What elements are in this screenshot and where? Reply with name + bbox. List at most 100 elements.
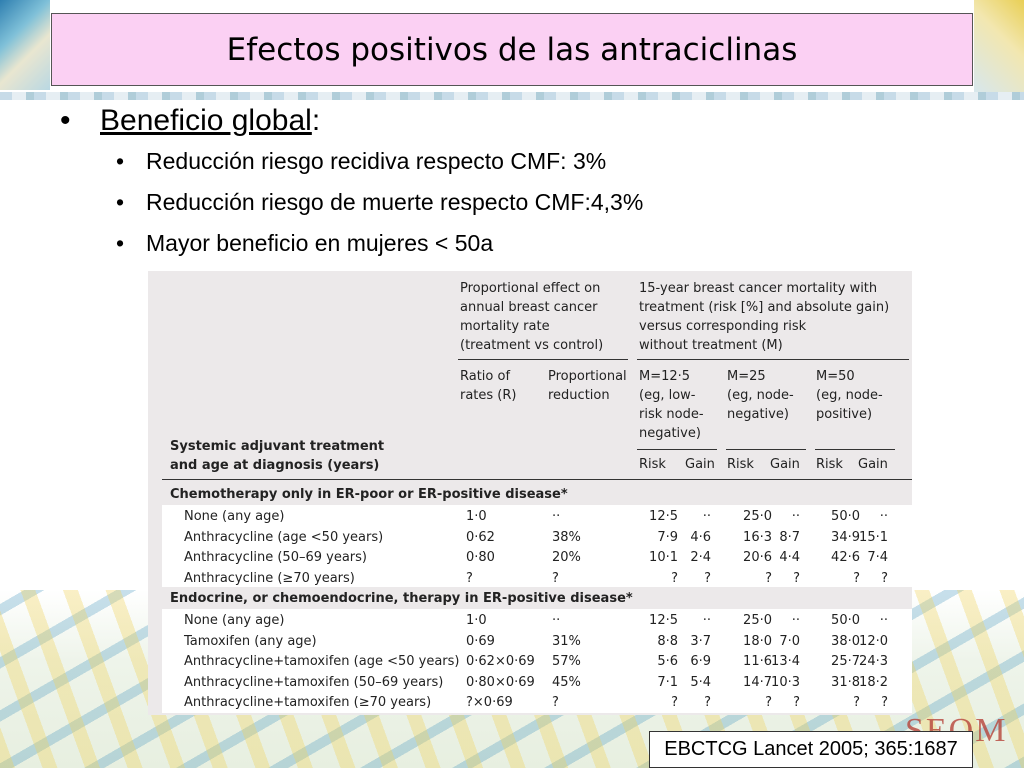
- table-cell-ratio: 1·0: [466, 613, 487, 628]
- table-cell-risk-m25: 20·6: [743, 550, 772, 565]
- m2-header: M=25 (eg, node- negative): [727, 367, 794, 424]
- table-cell-gain-m50: 15·1: [859, 529, 888, 545]
- bullet-dot-icon: •: [116, 189, 125, 215]
- table-cell-gain-m12: 3·7: [690, 633, 711, 649]
- header-line: and age at diagnosis (years): [170, 458, 380, 473]
- table-cell-proportional-reduction: 45%: [552, 674, 581, 690]
- section-band: [162, 609, 912, 713]
- table-cell-gain-m25: ?: [793, 570, 800, 586]
- table-cell-treatment: Anthracycline (age <50 years): [184, 529, 384, 545]
- table-cell-risk-m25: 25·0: [743, 509, 772, 524]
- table-cell-risk-m50: 31·8: [831, 674, 860, 690]
- table-cell-risk-m25: 18·0: [743, 633, 772, 649]
- mosaic-band: [0, 92, 1024, 100]
- table-cell-proportional-reduction: 20%: [552, 550, 581, 565]
- table-cell-risk-m50: 38·0: [831, 633, 860, 649]
- table-cell-proportional-reduction: 38%: [552, 529, 581, 545]
- table-cell-gain-m25: 7·0: [779, 633, 800, 649]
- table-cell-gain-m25: 4·4: [779, 550, 800, 565]
- table-cell-gain-m25: ··: [791, 509, 800, 524]
- table-cell-ratio: 0·69: [466, 633, 495, 649]
- table-cell-gain-m12: 6·9: [690, 654, 711, 669]
- header-line: M=25: [727, 369, 766, 384]
- header-line: risk node-: [639, 407, 704, 422]
- header-line: reduction: [548, 388, 610, 403]
- slide-title: Efectos positivos de las antraciclinas: [226, 31, 798, 68]
- table-cell-gain-m25: ··: [791, 613, 800, 628]
- header-line: annual breast cancer: [460, 300, 598, 315]
- table-cell-risk-m12: 12·5: [649, 613, 678, 628]
- table-cell-treatment: None (any age): [184, 613, 285, 628]
- header-line: (eg, node-: [727, 388, 794, 403]
- gain-label: Gain: [685, 457, 715, 472]
- m1-header: M=12·5 (eg, low- risk node- negative): [639, 367, 704, 443]
- table-cell-ratio: 0·62: [466, 529, 495, 545]
- bullet-main-suffix: :: [311, 104, 321, 137]
- table-cell-risk-m25: 25·0: [743, 613, 772, 628]
- header-rule: [637, 359, 909, 360]
- table-cell-risk-m12: 7·1: [657, 674, 678, 690]
- group2-header: 15-year breast cancer mortality with tre…: [639, 279, 889, 355]
- table-cell-ratio: 0·80×0·69: [466, 674, 535, 690]
- table-cell-risk-m12: 8·8: [657, 633, 678, 649]
- table-cell-gain-m25: ?: [793, 695, 800, 710]
- table-cell-gain-m12: ··: [702, 613, 711, 628]
- table-cell-treatment: Anthracycline+tamoxifen (≥70 years): [184, 695, 432, 710]
- m3-header: M=50 (eg, node- positive): [816, 367, 883, 424]
- table-cell-gain-m12: ··: [702, 509, 711, 524]
- bullet-list: • Beneficio global : • Reducción riesgo …: [60, 104, 860, 271]
- table-cell-risk-m12: 7·9: [657, 529, 678, 545]
- header-line: Proportional effect on: [460, 281, 601, 296]
- table-cell-gain-m25: 8·7: [779, 529, 800, 545]
- table-cell-treatment: None (any age): [184, 509, 285, 524]
- table-cell-treatment: Anthracycline (≥70 years): [184, 570, 355, 586]
- bullet-sub-text: Mayor beneficio en mujeres < 50a: [146, 230, 494, 256]
- header-line: (treatment vs control): [460, 338, 604, 353]
- table-cell-proportional-reduction: ?: [552, 695, 559, 710]
- header-line: versus corresponding risk: [639, 319, 807, 334]
- header-rule: [815, 449, 895, 450]
- table-cell-gain-m12: 2·4: [690, 550, 711, 565]
- header-line: negative): [727, 407, 789, 422]
- bullet-main-label: Beneficio global: [100, 104, 312, 137]
- bullet-sub-item: • Reducción riesgo de muerte respecto CM…: [116, 189, 860, 230]
- header-line: rates (R): [460, 388, 517, 403]
- risk-label: Risk: [639, 457, 666, 472]
- table-cell-proportional-reduction: 57%: [552, 654, 581, 669]
- header-line: positive): [816, 407, 873, 422]
- table-cell-gain-m50: ··: [879, 509, 888, 524]
- risk-label: Risk: [816, 457, 843, 472]
- table-cell-gain-m50: 24·3: [859, 654, 888, 669]
- gain-label: Gain: [858, 457, 888, 472]
- table-cell-gain-m25: 10·3: [771, 674, 800, 690]
- header-line: (eg, node-: [816, 388, 883, 403]
- header-rule: [637, 449, 717, 450]
- table-cell-ratio: ?×0·69: [466, 695, 513, 710]
- treatment-column-header: Systemic adjuvant treatment and age at d…: [170, 437, 384, 475]
- table-cell-risk-m25: 16·3: [743, 529, 772, 545]
- table-cell-risk-m12: 10·1: [649, 550, 678, 565]
- mosaic-decoration-top-left: [0, 0, 50, 90]
- header-line: negative): [639, 426, 701, 441]
- header-line: M=50: [816, 369, 855, 384]
- table-cell-treatment: Anthracycline+tamoxifen (age <50 years): [184, 654, 460, 669]
- section-title: Endocrine, or chemoendocrine, therapy in…: [170, 591, 633, 606]
- table-cell-proportional-reduction: ?: [552, 570, 559, 586]
- table-cell-risk-m12: 12·5: [649, 509, 678, 524]
- bullet-dot-icon: •: [116, 148, 125, 174]
- table-cell-gain-m12: ?: [704, 695, 711, 710]
- reference-box: EBCTCG Lancet 2005; 365:1687: [649, 731, 973, 768]
- table-cell-risk-m25: 11·6: [743, 654, 772, 669]
- mosaic-decoration-top-right: [974, 0, 1024, 96]
- gain-label: Gain: [770, 457, 800, 472]
- table-cell-proportional-reduction: 31%: [552, 633, 581, 649]
- bullet-sub-text: Reducción riesgo recidiva respecto CMF: …: [146, 148, 607, 174]
- table-cell-gain-m12: ?: [704, 570, 711, 586]
- header-rule: [458, 359, 628, 360]
- table-cell-proportional-reduction: ··: [552, 509, 561, 524]
- table-cell-risk-m50: ?: [853, 695, 860, 710]
- header-line: M=12·5: [639, 369, 691, 384]
- reference-text: EBCTCG Lancet 2005; 365:1687: [664, 738, 958, 760]
- header-rule: [726, 449, 806, 450]
- results-table: Proportional effect on annual breast can…: [148, 271, 912, 715]
